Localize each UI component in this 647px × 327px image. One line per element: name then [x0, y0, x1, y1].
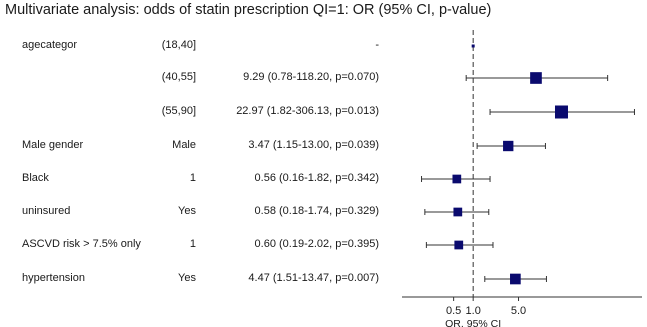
or-point-marker	[530, 72, 542, 84]
row-variable-label: hypertension	[22, 272, 85, 284]
row-estimate-label: 9.29 (0.78-118.20, p=0.070)	[243, 71, 379, 83]
or-point-marker	[510, 273, 521, 285]
x-axis-label: OR, 95% CI	[445, 318, 501, 327]
row-level-label: (40,55]	[161, 71, 196, 83]
row-estimate-label: -	[375, 39, 379, 51]
row-estimate-label: 22.97 (1.82-306.13, p=0.013)	[236, 105, 379, 117]
row-estimate-label: 0.56 (0.16-1.82, p=0.342)	[254, 172, 379, 184]
row-variable-label: Black	[22, 172, 49, 184]
row-level-label: Yes	[178, 205, 196, 217]
row-estimate-label: 0.58 (0.18-1.74, p=0.329)	[254, 205, 379, 217]
row-variable-label: ASCVD risk > 7.5% only	[22, 238, 141, 250]
or-point-marker	[452, 174, 462, 184]
row-estimate-label: 0.60 (0.19-2.02, p=0.395)	[254, 238, 379, 250]
row-estimate-label: 4.47 (1.51-13.47, p=0.007)	[248, 272, 379, 284]
or-point-marker	[454, 240, 464, 250]
row-level-label: 1	[189, 238, 196, 250]
row-variable-label: uninsured	[22, 205, 71, 217]
row-estimate-label: 3.47 (1.15-13.00, p=0.039)	[248, 139, 379, 151]
x-tick-label: 5.0	[511, 305, 526, 317]
row-level-label: 1	[189, 172, 196, 184]
or-point-marker	[453, 207, 463, 217]
row-variable-label: agecategor	[22, 39, 78, 51]
row-variable-label: Male gender	[22, 139, 84, 151]
row-level-label: (18,40]	[161, 39, 196, 51]
row-level-label: Yes	[178, 272, 196, 284]
or-point-marker	[503, 140, 514, 152]
row-level-label: Male	[172, 139, 196, 151]
or-point-marker	[554, 105, 568, 119]
reference-point	[471, 44, 475, 48]
chart-title: Multivariate analysis: odds of statin pr…	[5, 2, 492, 18]
row-level-label: (55,90]	[161, 105, 196, 117]
x-tick-label: 1.0	[466, 305, 481, 317]
x-tick-label: 0.5	[446, 305, 461, 317]
